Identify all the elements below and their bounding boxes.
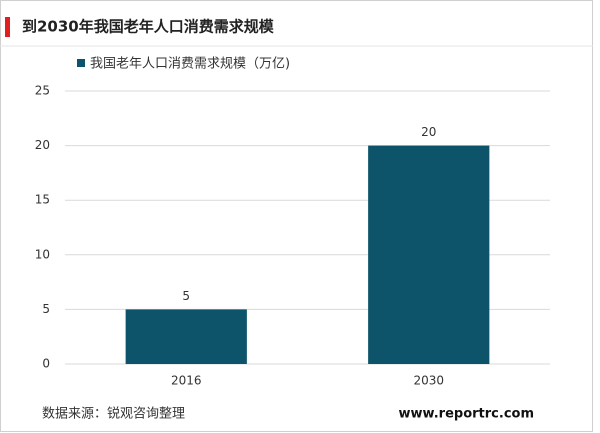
bar (125, 309, 247, 364)
y-tick-label: 20 (35, 138, 50, 152)
chart-title: 到2030年我国老年人口消费需求规模 (22, 18, 275, 36)
y-tick-label: 25 (35, 84, 50, 98)
legend-label: 我国老年人口消费需求规模（万亿) (90, 57, 290, 72)
website: www.reportrc.com (399, 407, 534, 422)
data-label: 20 (421, 125, 436, 139)
y-tick-label: 0 (42, 357, 50, 371)
legend-swatch (77, 59, 85, 67)
y-tick-label: 15 (35, 193, 50, 207)
x-tick-label: 2030 (413, 374, 444, 388)
y-tick-label: 10 (35, 247, 50, 261)
x-tick-label: 2016 (171, 374, 202, 388)
bar (368, 145, 490, 364)
source: 数据来源：锐观咨询整理 (42, 407, 185, 422)
y-tick-label: 5 (42, 302, 50, 316)
data-label: 5 (182, 289, 190, 303)
title-marker (5, 17, 10, 37)
